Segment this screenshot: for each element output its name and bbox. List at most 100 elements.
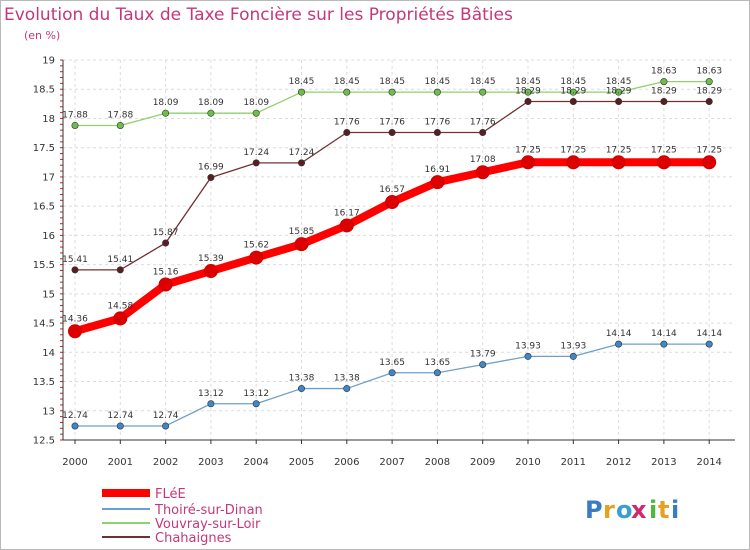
data-label-0: 15.16 — [153, 267, 179, 277]
data-label-2: 18.45 — [515, 77, 541, 87]
data-label-2: 18.63 — [696, 67, 722, 77]
data-label-3: 18.29 — [560, 87, 586, 97]
logo-letter: o — [616, 496, 633, 524]
series-point-0 — [521, 155, 535, 170]
x-tick-label: 2009 — [470, 457, 495, 468]
x-tick-label: 2005 — [289, 457, 314, 468]
series-point-3 — [524, 98, 532, 106]
x-tick-label: 2014 — [696, 457, 721, 468]
chart-title: Evolution du Taux de Taxe Foncière sur l… — [4, 5, 513, 25]
series-point-0 — [203, 264, 218, 279]
data-label-0: 17.25 — [651, 145, 677, 155]
data-label-0: 15.62 — [243, 241, 269, 251]
series-point-2 — [569, 88, 577, 96]
data-label-3: 15.87 — [153, 228, 179, 238]
series-point-1 — [388, 369, 396, 377]
y-tick-label: 15 — [42, 289, 55, 300]
data-label-0: 17.25 — [606, 145, 632, 155]
series-point-1 — [569, 352, 577, 360]
data-label-3: 17.24 — [289, 148, 315, 158]
series-point-0 — [566, 155, 581, 170]
series-point-3 — [615, 98, 623, 106]
data-label-0: 16.57 — [379, 185, 405, 195]
series-point-0 — [113, 311, 128, 326]
data-label-1: 13.38 — [334, 374, 360, 384]
y-tick-label: 18.5 — [33, 85, 55, 96]
series-point-3 — [116, 266, 124, 274]
data-label-3: 17.76 — [470, 117, 496, 127]
data-label-3: 17.76 — [334, 117, 360, 127]
series-point-1 — [524, 352, 532, 360]
series-point-1 — [660, 340, 668, 348]
data-label-1: 13.93 — [515, 341, 541, 351]
data-label-1: 13.65 — [425, 358, 451, 368]
series-point-2 — [615, 88, 623, 96]
data-labels: 12.74 12.74 12.74 13.12 13.12 13.38 13.38 13.65… — [62, 67, 722, 421]
data-label-3: 18.29 — [606, 87, 632, 97]
data-label-2: 18.45 — [334, 77, 360, 87]
data-label-1: 13.38 — [289, 374, 315, 384]
data-label-0: 14.36 — [62, 314, 88, 324]
series-point-3 — [660, 98, 668, 106]
legend-label-3: Chahaignes — [155, 531, 232, 546]
logo-letter: i — [671, 496, 679, 524]
data-label-0: 16.91 — [425, 165, 451, 175]
series-point-1 — [297, 385, 305, 393]
data-label-3: 15.41 — [107, 255, 133, 265]
series-point-2 — [297, 88, 305, 96]
legend-label-1: Thoiré-sur-Dinan — [154, 503, 263, 518]
x-tick-label: 2007 — [379, 457, 404, 468]
series-point-1 — [116, 422, 124, 430]
series-layer — [68, 78, 717, 430]
logo-letter: x — [631, 496, 647, 524]
series-point-3 — [162, 239, 170, 247]
data-label-1: 13.12 — [243, 389, 269, 399]
series-point-2 — [524, 88, 532, 96]
x-tick-label: 2006 — [334, 457, 359, 468]
series-point-3 — [71, 266, 79, 274]
x-tick-label: 2010 — [515, 457, 540, 468]
data-label-2: 18.09 — [198, 98, 224, 108]
axes: 12.5 13 13.5 14 14.5 15 15.5 16 16.5 17 17.5 18 18.5… — [33, 56, 735, 468]
series-point-2 — [705, 78, 713, 86]
y-tick-label: 15.5 — [33, 260, 55, 271]
data-label-1: 13.79 — [470, 350, 496, 360]
series-point-1 — [343, 385, 351, 393]
series-point-3 — [297, 159, 305, 167]
data-label-0: 17.08 — [470, 155, 496, 165]
data-label-2: 18.45 — [606, 77, 632, 87]
y-tick-label: 17 — [42, 172, 55, 183]
logo-letter: i — [649, 496, 657, 524]
series-point-0 — [249, 250, 264, 265]
series-point-1 — [479, 361, 487, 369]
data-label-2: 17.88 — [107, 110, 133, 120]
data-label-2: 18.45 — [289, 77, 315, 87]
series-point-1 — [162, 422, 170, 430]
legend-label-2: Vouvray-sur-Loir — [155, 517, 261, 532]
y-tick-label: 16 — [42, 231, 55, 242]
data-label-3: 18.29 — [651, 87, 677, 97]
series-point-0 — [611, 155, 626, 170]
data-label-1: 14.14 — [606, 329, 632, 339]
series-point-2 — [207, 109, 215, 117]
x-tick-label: 2003 — [198, 457, 223, 468]
data-label-3: 18.29 — [515, 87, 541, 97]
series-point-1 — [207, 400, 215, 408]
x-tick-label: 2012 — [606, 457, 631, 468]
x-tick-label: 2011 — [561, 457, 586, 468]
data-label-3: 17.24 — [243, 148, 269, 158]
data-label-2: 18.63 — [651, 67, 677, 77]
y-tick-label: 14.5 — [33, 319, 55, 330]
series-point-2 — [252, 109, 260, 117]
series-point-3 — [479, 128, 487, 136]
logo-letter: P — [585, 496, 603, 524]
series-point-0 — [385, 195, 400, 210]
series-point-1 — [71, 422, 79, 430]
data-label-1: 12.74 — [153, 411, 179, 421]
data-label-2: 18.09 — [153, 98, 179, 108]
y-tick-label: 19 — [42, 56, 55, 67]
data-label-1: 12.74 — [62, 411, 88, 421]
data-label-3: 17.76 — [379, 117, 405, 127]
